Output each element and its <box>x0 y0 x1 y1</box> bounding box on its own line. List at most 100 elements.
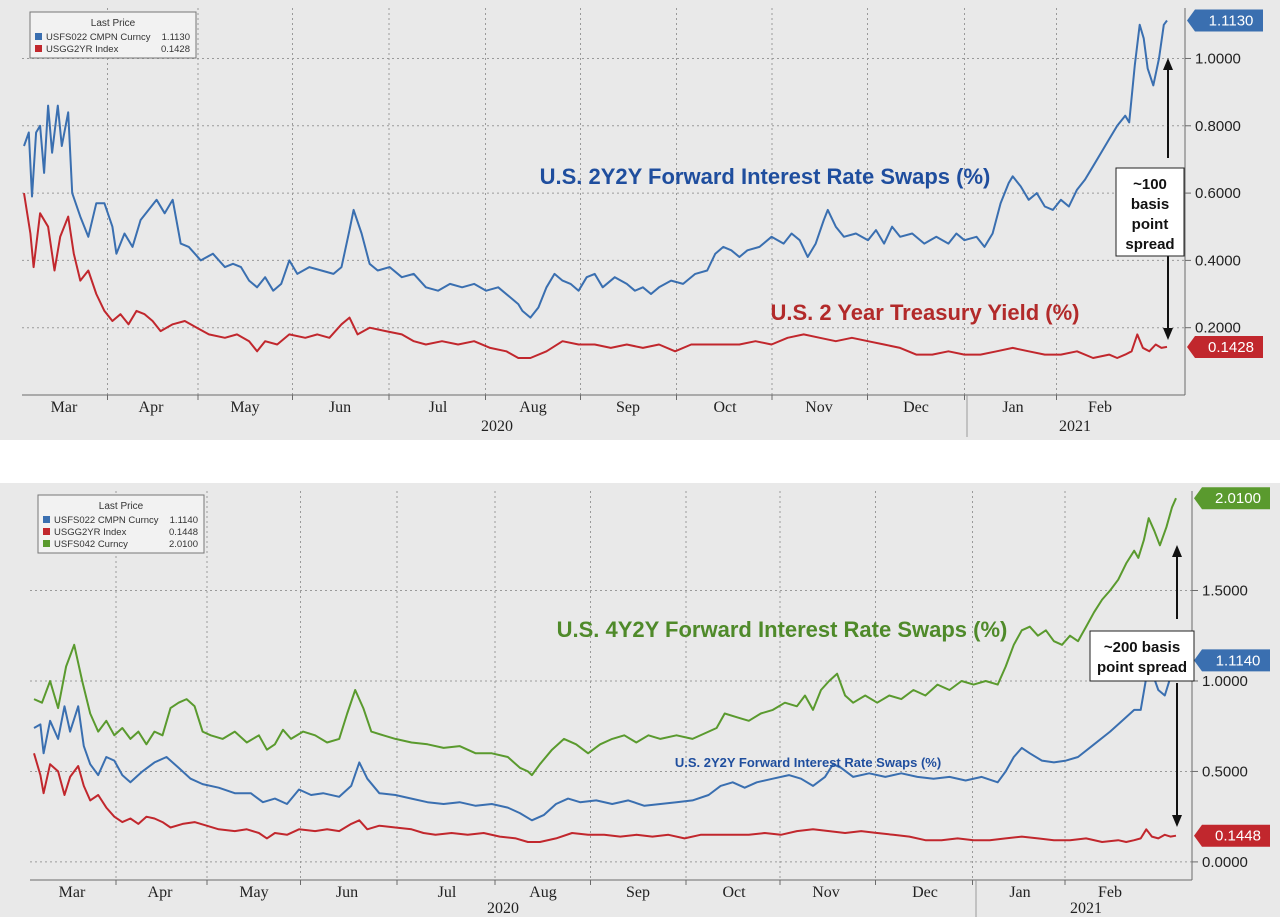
chart-2y2y-svg: 0.2000 0.4000 0.6000 0.8000 1.0000 Mar Apr May… <box>22 8 1263 437</box>
x-month-label: May <box>230 399 259 416</box>
legend-box: Last Price USFS022 CMPN Curncy 1.1140 US… <box>37 494 205 554</box>
chart-subtitle: U.S. 2 Year Treasury Yield (%) <box>771 300 1080 325</box>
chart-panel-4y2y: 0.0000 0.5000 1.0000 1.5000 Mar Apr May Jun Jul… <box>0 483 1280 917</box>
legend-swatch-blue <box>35 33 42 40</box>
year-label: 2021 <box>1059 418 1091 435</box>
x-month-label: Jun <box>329 399 351 416</box>
axes <box>22 8 1186 437</box>
last-value-tag-blue: 1.1140 <box>1194 649 1270 672</box>
x-month-label: Apr <box>148 884 174 901</box>
legend-background <box>29 11 197 59</box>
legend-item-name: USFS042 Curncy <box>54 539 128 550</box>
tag-background <box>1187 9 1263 32</box>
chart-title: U.S. 2Y2Y Forward Interest Rate Swaps (%… <box>540 164 991 189</box>
series-line-blue <box>33 660 1177 822</box>
legend-swatch-green <box>43 540 50 547</box>
x-month-label: Jun <box>336 884 358 901</box>
last-value-tags: 1.1130 0.1428 <box>1187 9 1263 358</box>
series-line-red <box>33 753 1177 843</box>
legend-item-value: 1.1130 <box>162 32 190 43</box>
legend-swatch-red <box>43 528 50 535</box>
y-tick-label: 1.0000 <box>1195 50 1241 67</box>
year-label: 2021 <box>1070 900 1102 917</box>
legend-item-name: USFS022 CMPN Curncy <box>54 515 159 526</box>
series-line-red <box>23 192 1168 359</box>
grid-lines <box>30 491 1192 880</box>
x-month-label: Feb <box>1098 884 1122 901</box>
y-tick-label: 1.5000 <box>1202 583 1248 600</box>
y-tick-label: 0.5000 <box>1202 763 1248 780</box>
spread-annotation-box <box>1115 167 1185 257</box>
y-tick-label: 0.4000 <box>1195 252 1241 269</box>
tag-value: 1.1140 <box>1216 652 1261 669</box>
y-ticks: 0.0000 0.5000 1.0000 1.5000 <box>1192 583 1248 871</box>
x-month-label: Jan <box>1002 399 1023 416</box>
year-label: 2020 <box>481 418 513 435</box>
axes <box>30 491 1193 917</box>
y-tick-label: 1.0000 <box>1202 673 1248 690</box>
x-month-label: Mar <box>51 399 78 416</box>
x-month-labels: Mar Apr May Jun Jul Aug Sep Oct Nov Dec Jan Feb <box>59 884 1122 901</box>
tag-background <box>1194 824 1270 847</box>
spread-annotation-box <box>1089 630 1195 682</box>
arrow-down-head <box>1163 328 1173 340</box>
last-value-tag-red: 0.1428 <box>1187 335 1263 358</box>
x-month-label: Dec <box>912 884 938 901</box>
x-month-label: Oct <box>722 884 746 901</box>
series-lines <box>23 19 1168 359</box>
x-month-labels: Mar Apr May Jun Jul Aug Sep Oct Nov Dec Jan Feb <box>51 399 1112 416</box>
legend-item-value: 2.0100 <box>169 539 198 550</box>
x-month-label: Mar <box>59 884 86 901</box>
legend-title: Last Price <box>99 501 144 512</box>
legend-item-value: 1.1140 <box>170 515 198 526</box>
chart-panel-2y2y: 0.2000 0.4000 0.6000 0.8000 1.0000 Mar Apr May… <box>0 0 1280 440</box>
x-month-label: Apr <box>139 399 165 416</box>
tag-background <box>1194 649 1270 672</box>
x-month-label: Jul <box>438 884 457 901</box>
tag-value: 2.0100 <box>1215 490 1261 507</box>
spread-annotation: ~200 basis point spread <box>1089 545 1195 827</box>
spread-annotation: ~100 basis point spread <box>1115 58 1185 340</box>
series-lines <box>33 497 1177 843</box>
chart-subtitle: U.S. 2Y2Y Forward Interest Rate Swaps (%… <box>675 755 941 770</box>
legend-swatch-blue <box>43 516 50 523</box>
x-month-label: Jan <box>1009 884 1030 901</box>
legend-item-value: 0.1448 <box>169 527 198 538</box>
y-tick-label: 0.2000 <box>1195 320 1241 337</box>
tag-value: 0.1428 <box>1208 339 1254 356</box>
year-label: 2020 <box>487 900 519 917</box>
x-month-label: Feb <box>1088 399 1112 416</box>
series-line-blue <box>23 19 1168 319</box>
x-month-label: Jul <box>429 399 448 416</box>
annotation-line: point spread <box>1097 659 1187 676</box>
arrow-down-head <box>1172 815 1182 827</box>
x-month-label: Dec <box>903 399 929 416</box>
tag-background <box>1187 335 1263 358</box>
tag-background <box>1194 487 1270 510</box>
y-tick-label: 0.8000 <box>1195 118 1241 135</box>
legend-item-name: USGG2YR Index <box>46 44 119 55</box>
y-ticks: 0.2000 0.4000 0.6000 0.8000 1.0000 <box>1185 50 1241 337</box>
chart-title: U.S. 4Y2Y Forward Interest Rate Swaps (%… <box>557 617 1008 642</box>
x-month-label: Aug <box>519 399 547 416</box>
y-tick-label: 0.6000 <box>1195 185 1241 202</box>
legend-box: Last Price USFS022 CMPN Curncy 1.1130 US… <box>29 11 197 59</box>
chart-4y2y-svg: 0.0000 0.5000 1.0000 1.5000 Mar Apr May Jun Jul… <box>30 487 1270 917</box>
x-month-label: Nov <box>812 884 840 901</box>
arrow-up-head <box>1172 545 1182 557</box>
annotation-line: spread <box>1125 236 1174 253</box>
legend-item-name: USGG2YR Index <box>54 527 127 538</box>
series-line-green <box>33 497 1177 777</box>
annotation-line: point <box>1132 216 1169 233</box>
legend-title: Last Price <box>91 18 136 29</box>
last-value-tag-green: 2.0100 <box>1194 487 1270 510</box>
tag-value: 1.1130 <box>1209 12 1254 29</box>
legend-item-name: USFS022 CMPN Curncy <box>46 32 151 43</box>
x-month-label: Nov <box>805 399 833 416</box>
annotation-line: ~200 basis <box>1104 639 1180 656</box>
last-value-tag-blue: 1.1130 <box>1187 9 1263 32</box>
legend-swatch-red <box>35 45 42 52</box>
legend-background <box>37 494 205 554</box>
last-value-tags: 2.0100 1.1140 0.1448 <box>1194 487 1270 847</box>
grid-lines <box>22 8 1185 395</box>
